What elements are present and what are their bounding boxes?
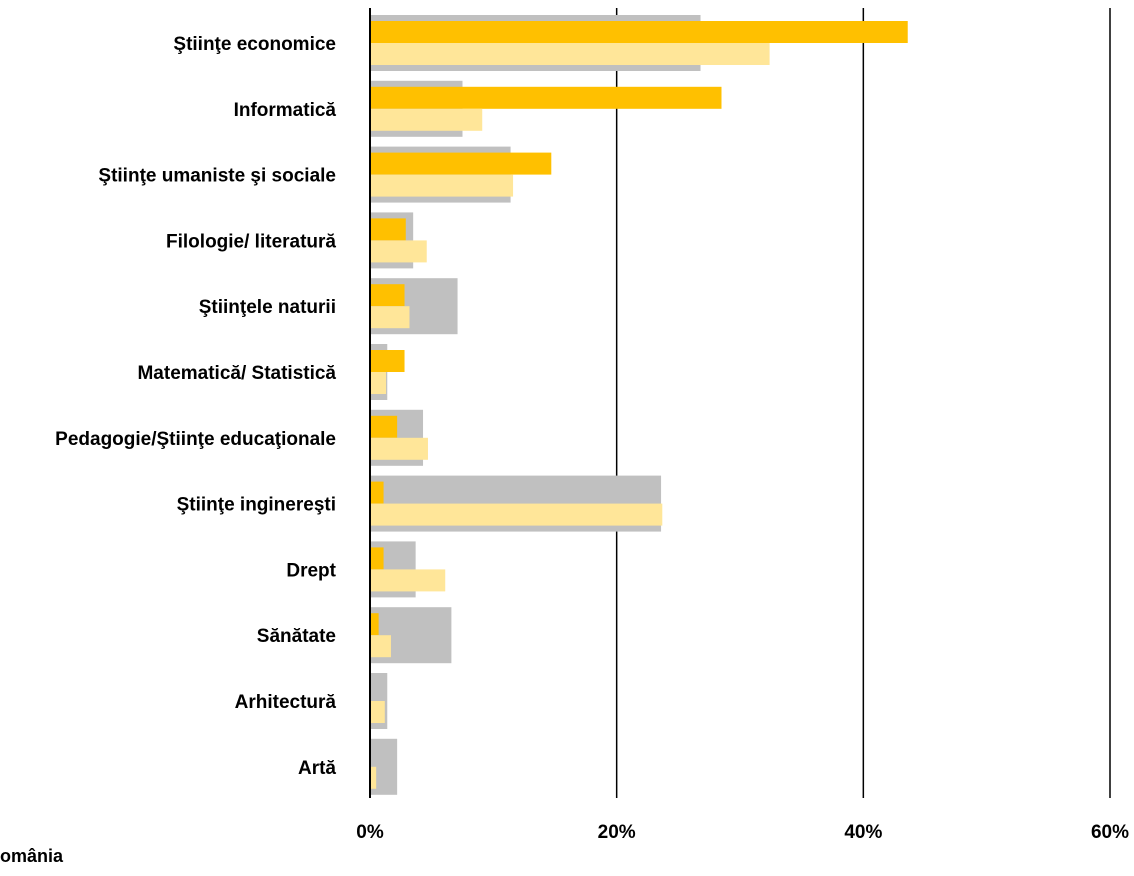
- bar-light-yellow-2: [370, 174, 514, 197]
- category-label-8: Drept: [286, 560, 336, 581]
- category-label-11: Artă: [298, 758, 336, 779]
- bar-light-yellow-4: [370, 306, 410, 329]
- x-tick-label-40: 40%: [844, 822, 882, 843]
- bar-orange-4: [370, 284, 405, 307]
- bar-light-yellow-11: [370, 766, 377, 789]
- bar-light-yellow-9: [370, 635, 391, 658]
- bars: [370, 15, 908, 795]
- bar-orange-9: [370, 613, 379, 636]
- legend-label: omânia: [0, 846, 64, 866]
- category-label-9: Sănătate: [257, 626, 336, 647]
- bar-light-yellow-0: [370, 43, 770, 65]
- bar-light-yellow-7: [370, 503, 663, 526]
- category-label-6: Pedagogie/Ştiinţe educaţionale: [55, 429, 336, 450]
- bar-orange-7: [370, 481, 384, 504]
- bar-orange-3: [370, 218, 406, 241]
- bar-orange-2: [370, 152, 552, 175]
- category-label-3: Filologie/ literatură: [166, 231, 336, 252]
- bar-orange-1: [370, 86, 722, 109]
- category-label-0: Ştiinţe economice: [173, 34, 336, 55]
- x-tick-label-0: 0%: [356, 822, 384, 843]
- category-label-4: Ştiinţele naturii: [199, 297, 336, 318]
- x-tick-labels: 0% 20% 40% 60%: [356, 822, 1129, 843]
- bar-orange-6: [370, 415, 398, 438]
- category-label-1: Informatică: [234, 100, 337, 121]
- bar-light-yellow-10: [370, 701, 385, 723]
- bar-light-yellow-8: [370, 569, 446, 592]
- category-labels: Ştiinţe economice Informatică Ştiinţe uman…: [55, 34, 337, 779]
- x-tick-label-20: 20%: [598, 822, 636, 843]
- category-label-10: Arhitectură: [235, 692, 337, 713]
- bar-light-yellow-3: [370, 240, 427, 263]
- bar-light-yellow-5: [370, 372, 387, 394]
- category-label-2: Ştiinţe umaniste şi sociale: [98, 166, 336, 187]
- gridlines: [615, 8, 1111, 798]
- x-tick-label-60: 60%: [1091, 822, 1129, 843]
- bar-orange-8: [370, 547, 384, 570]
- category-label-7: Ştiinţe inginereşti: [177, 495, 336, 516]
- bar-orange-0: [370, 21, 908, 43]
- bar-light-yellow-6: [370, 437, 428, 460]
- bar-orange-5: [370, 350, 405, 372]
- bar-light-yellow-1: [370, 108, 483, 131]
- category-label-5: Matematică/ Statistică: [137, 363, 336, 384]
